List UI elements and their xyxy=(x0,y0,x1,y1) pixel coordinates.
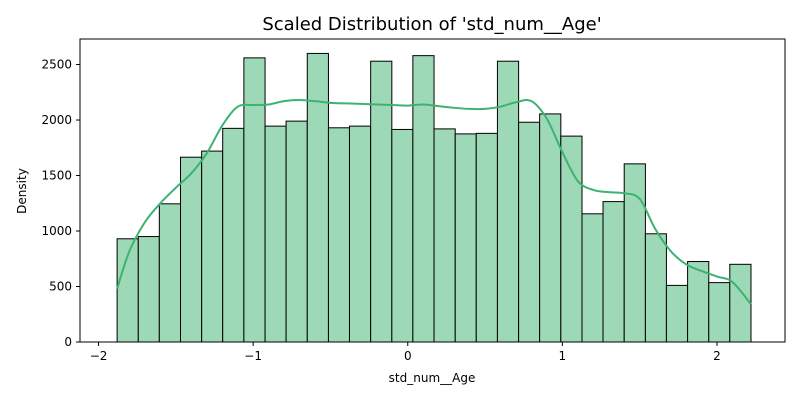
histogram-bar xyxy=(370,60,393,343)
histogram-bar xyxy=(539,113,562,343)
histogram-bar xyxy=(412,55,435,343)
histogram-bar xyxy=(518,121,541,343)
x-axis-label: std_num__Age xyxy=(389,371,476,385)
histogram-bar xyxy=(264,125,287,343)
x-tick-label: −1 xyxy=(244,349,262,363)
y-tick-label: 1500 xyxy=(41,169,72,183)
y-tick-label: 2000 xyxy=(41,113,72,127)
histogram-bar xyxy=(243,57,266,343)
histogram-bar xyxy=(327,127,350,343)
histogram-bar xyxy=(201,150,224,343)
histogram-bar xyxy=(285,120,308,343)
histogram-bar xyxy=(433,128,456,343)
y-tick-label: 0 xyxy=(64,335,72,349)
histogram-bar xyxy=(560,135,583,343)
x-tick-label: −2 xyxy=(90,349,108,363)
histogram-bar xyxy=(687,261,710,343)
histogram-bar xyxy=(391,128,414,343)
histogram-bar xyxy=(179,156,203,343)
histogram-bar xyxy=(644,233,667,343)
kde-line xyxy=(116,99,752,305)
x-axis: −2 −1 0 1 2 xyxy=(90,342,721,363)
histogram-bar xyxy=(475,132,498,343)
y-tick-label: 500 xyxy=(49,280,72,294)
plot-frame xyxy=(79,38,786,343)
x-tick-label: 0 xyxy=(404,349,412,363)
histogram-bar xyxy=(454,133,477,343)
histogram-bar xyxy=(665,284,689,343)
y-axis-label: Density xyxy=(15,168,29,214)
x-tick-label: 1 xyxy=(559,349,567,363)
bars-group xyxy=(116,52,752,343)
histogram-bar xyxy=(137,236,160,343)
histogram-bar xyxy=(729,263,752,343)
histogram-bar xyxy=(158,203,181,343)
chart-title: Scaled Distribution of 'std_num__Age' xyxy=(262,14,601,35)
histogram-bar xyxy=(348,125,372,343)
histogram-bar xyxy=(602,201,625,343)
y-axis: 0 500 1000 1500 2000 2500 xyxy=(41,58,80,349)
y-tick-label: 2500 xyxy=(41,58,72,72)
histogram-bar xyxy=(581,213,604,343)
x-tick-label: 2 xyxy=(713,349,721,363)
histogram-bar xyxy=(623,163,646,343)
y-tick-label: 1000 xyxy=(41,224,72,238)
histogram-bar xyxy=(306,52,329,343)
histogram-bar xyxy=(222,127,245,343)
histogram-bar xyxy=(708,282,731,343)
